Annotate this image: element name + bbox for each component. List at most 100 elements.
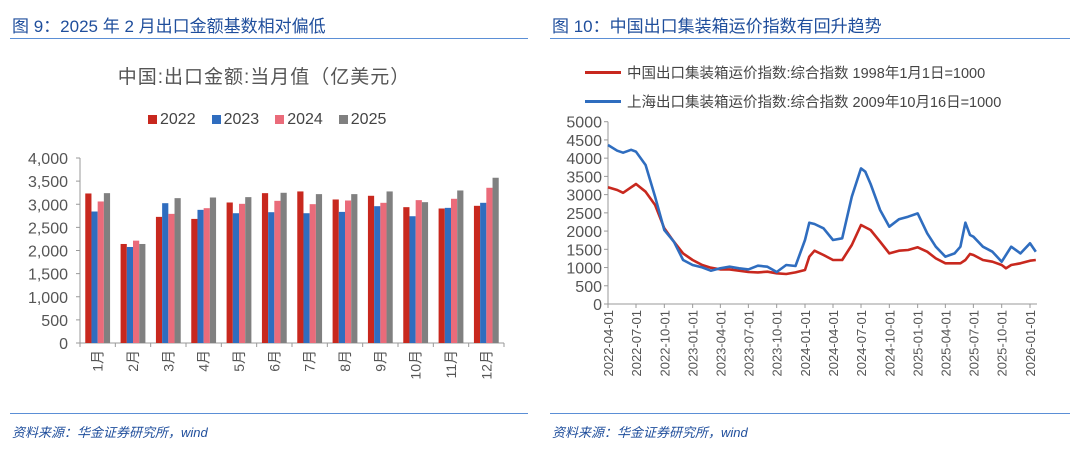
bar-2024 <box>274 200 281 343</box>
y-tick-label: 3,000 <box>28 197 68 214</box>
bar-2022 <box>120 243 127 343</box>
line-legend-item-scfi: 上海出口集装箱运价指数:综合指数 2009年10月16日=1000 <box>585 91 1001 112</box>
bar-2023 <box>91 211 98 343</box>
bar-2022 <box>473 205 481 343</box>
y-tick-label: 2500 <box>566 206 602 223</box>
right-source-rule <box>550 413 1070 414</box>
legend-swatch <box>148 115 157 124</box>
y-tick-label: 2,500 <box>28 220 68 237</box>
y-tick-label: 4000 <box>566 151 602 168</box>
y-tick-label: 1500 <box>566 242 602 259</box>
y-tick-label: 500 <box>575 279 602 296</box>
bar-2024 <box>97 201 104 343</box>
legend-label: 2023 <box>223 111 260 128</box>
x-tick-label: 10月 <box>408 350 424 380</box>
x-tick-label: 2022-07-01 <box>629 310 644 377</box>
bar-2025 <box>139 243 146 343</box>
bar-2024 <box>486 187 493 343</box>
bar-2022 <box>261 193 269 343</box>
y-tick-label: 0 <box>59 336 68 353</box>
x-tick-label: 3月 <box>160 350 176 372</box>
legend-item-2025: 2025 <box>338 111 386 129</box>
bar-2024 <box>451 198 458 343</box>
bar-2022 <box>367 195 375 343</box>
x-tick-label: 2026-01-01 <box>1023 310 1038 377</box>
right-figure-title: 图 10：中国出口集装箱运价指数有回升趋势 <box>552 17 882 36</box>
bar-2025 <box>103 193 111 343</box>
x-tick-label: 2025-10-01 <box>995 310 1010 377</box>
x-tick-label: 2025-01-01 <box>911 310 926 377</box>
bar-2025 <box>386 191 393 343</box>
bar-2023 <box>480 202 487 343</box>
y-tick-label: 5000 <box>566 115 602 132</box>
bar-2025 <box>315 194 323 343</box>
bar-2025 <box>492 177 499 343</box>
y-tick-label: 4500 <box>566 133 602 150</box>
y-tick-label: 2000 <box>566 224 602 241</box>
x-tick-label: 2022-10-01 <box>657 310 672 377</box>
bar-2023 <box>162 203 169 343</box>
line-legend-item-ccfi: 中国出口集装箱运价指数:综合指数 1998年1月1日=1000 <box>585 62 985 83</box>
bar-2023 <box>303 213 310 343</box>
x-tick-label: 1月 <box>90 350 106 372</box>
bar-2022 <box>191 218 198 343</box>
left-source: 资料来源：华金证券研究所，wind <box>12 425 208 440</box>
bar-2025 <box>421 202 429 343</box>
x-tick-label: 8月 <box>337 350 353 372</box>
y-tick-label: 1,500 <box>28 267 68 284</box>
bar-2022 <box>226 202 233 343</box>
bar-2024 <box>380 202 387 343</box>
x-tick-label: 2023-01-01 <box>686 310 701 377</box>
y-tick-label: 4,000 <box>28 151 68 168</box>
bar-2023 <box>232 213 239 343</box>
bar-2025 <box>280 192 287 343</box>
bar-2023 <box>268 212 275 343</box>
bar-2024 <box>309 204 316 343</box>
y-tick-label: 0 <box>593 297 602 314</box>
x-tick-label: 6月 <box>266 350 282 372</box>
left-figure-title: 图 9：2025 年 2 月出口金额基数相对偏低 <box>12 17 326 36</box>
bar-2025 <box>351 194 358 343</box>
y-tick-label: 1000 <box>566 261 602 278</box>
bar-2024 <box>239 203 246 343</box>
bar-2022 <box>438 208 445 343</box>
legend-label: 2022 <box>160 111 196 128</box>
y-tick-label: 3500 <box>566 169 602 186</box>
bar-2024 <box>415 200 422 343</box>
x-tick-label: 2023-10-01 <box>770 310 785 377</box>
legend-swatch <box>211 115 221 124</box>
legend-item-2023: 2023 <box>211 111 260 129</box>
bar-2023 <box>444 207 451 343</box>
legend-item-2022: 2022 <box>148 111 196 129</box>
y-tick-label: 2,000 <box>28 244 68 261</box>
bar-2023 <box>409 216 416 343</box>
legend-swatch <box>275 115 285 124</box>
y-tick-label: 3,500 <box>28 174 68 191</box>
bar-2023 <box>338 211 345 343</box>
bar-2023 <box>126 246 133 343</box>
bar-2022 <box>85 193 92 343</box>
bar-legend: 2022 2023 2024 2025 <box>148 111 386 129</box>
bar-2024 <box>133 240 140 343</box>
x-tick-label: 12月 <box>478 350 494 380</box>
bar-chart-title: 中国:出口金额:当月值（亿美元） <box>117 67 411 88</box>
bar-2024 <box>203 208 210 343</box>
y-tick-label: 3000 <box>566 188 602 205</box>
x-tick-label: 11月 <box>443 350 459 379</box>
x-tick-label: 7月 <box>302 350 318 372</box>
x-tick-label: 2023-07-01 <box>741 310 756 377</box>
x-tick-label: 2024-10-01 <box>882 310 897 377</box>
legend-label: 上海出口集装箱运价指数:综合指数 2009年10月16日=1000 <box>627 95 1002 111</box>
bar-2025 <box>457 190 464 343</box>
x-tick-label: 4月 <box>196 350 212 372</box>
x-tick-label: 2025-07-01 <box>966 310 981 377</box>
bar-2023 <box>374 206 381 343</box>
x-tick-label: 2022-04-01 <box>601 310 616 377</box>
bar-2024 <box>345 200 352 343</box>
x-tick-label: 9月 <box>372 350 388 372</box>
x-tick-label: 5月 <box>231 350 247 372</box>
ccfi-line <box>607 182 1036 276</box>
left-source-rule <box>10 413 528 414</box>
legend-label: 中国出口集装箱运价指数:综合指数 1998年1月1日=1000 <box>627 66 986 82</box>
bar-2024 <box>168 213 175 343</box>
